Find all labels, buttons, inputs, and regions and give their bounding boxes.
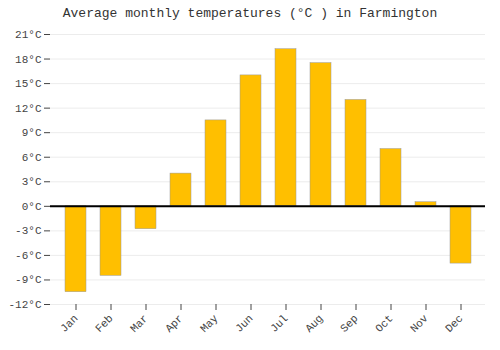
svg-text:-6°C: -6°C	[15, 250, 42, 262]
svg-text:Jun: Jun	[233, 312, 255, 334]
svg-text:Apr: Apr	[163, 312, 185, 334]
svg-text:15°C: 15°C	[15, 78, 42, 90]
svg-text:-12°C: -12°C	[8, 299, 41, 311]
svg-text:3°C: 3°C	[22, 176, 42, 188]
svg-text:May: May	[198, 312, 221, 335]
svg-text:-3°C: -3°C	[15, 225, 42, 237]
svg-text:Jan: Jan	[58, 312, 80, 334]
svg-text:21°C: 21°C	[15, 29, 42, 41]
svg-text:Jul: Jul	[268, 312, 290, 334]
svg-text:Nov: Nov	[408, 312, 431, 335]
svg-text:Dec: Dec	[443, 312, 465, 334]
svg-text:Aug: Aug	[303, 312, 325, 334]
svg-text:12°C: 12°C	[15, 103, 42, 115]
svg-text:Mar: Mar	[128, 312, 150, 334]
svg-text:Sep: Sep	[338, 312, 360, 334]
svg-text:0°C: 0°C	[22, 201, 42, 213]
svg-text:Feb: Feb	[93, 312, 115, 334]
svg-text:6°C: 6°C	[22, 152, 42, 164]
svg-text:18°C: 18°C	[15, 54, 42, 66]
html-text:Average monthly temperatures (: Average monthly temperatures (°C ) in Fa…	[62, 6, 438, 21]
svg-text:Oct: Oct	[373, 312, 395, 334]
svg-text:-9°C: -9°C	[15, 274, 42, 286]
svg-text:9°C: 9°C	[22, 127, 42, 139]
